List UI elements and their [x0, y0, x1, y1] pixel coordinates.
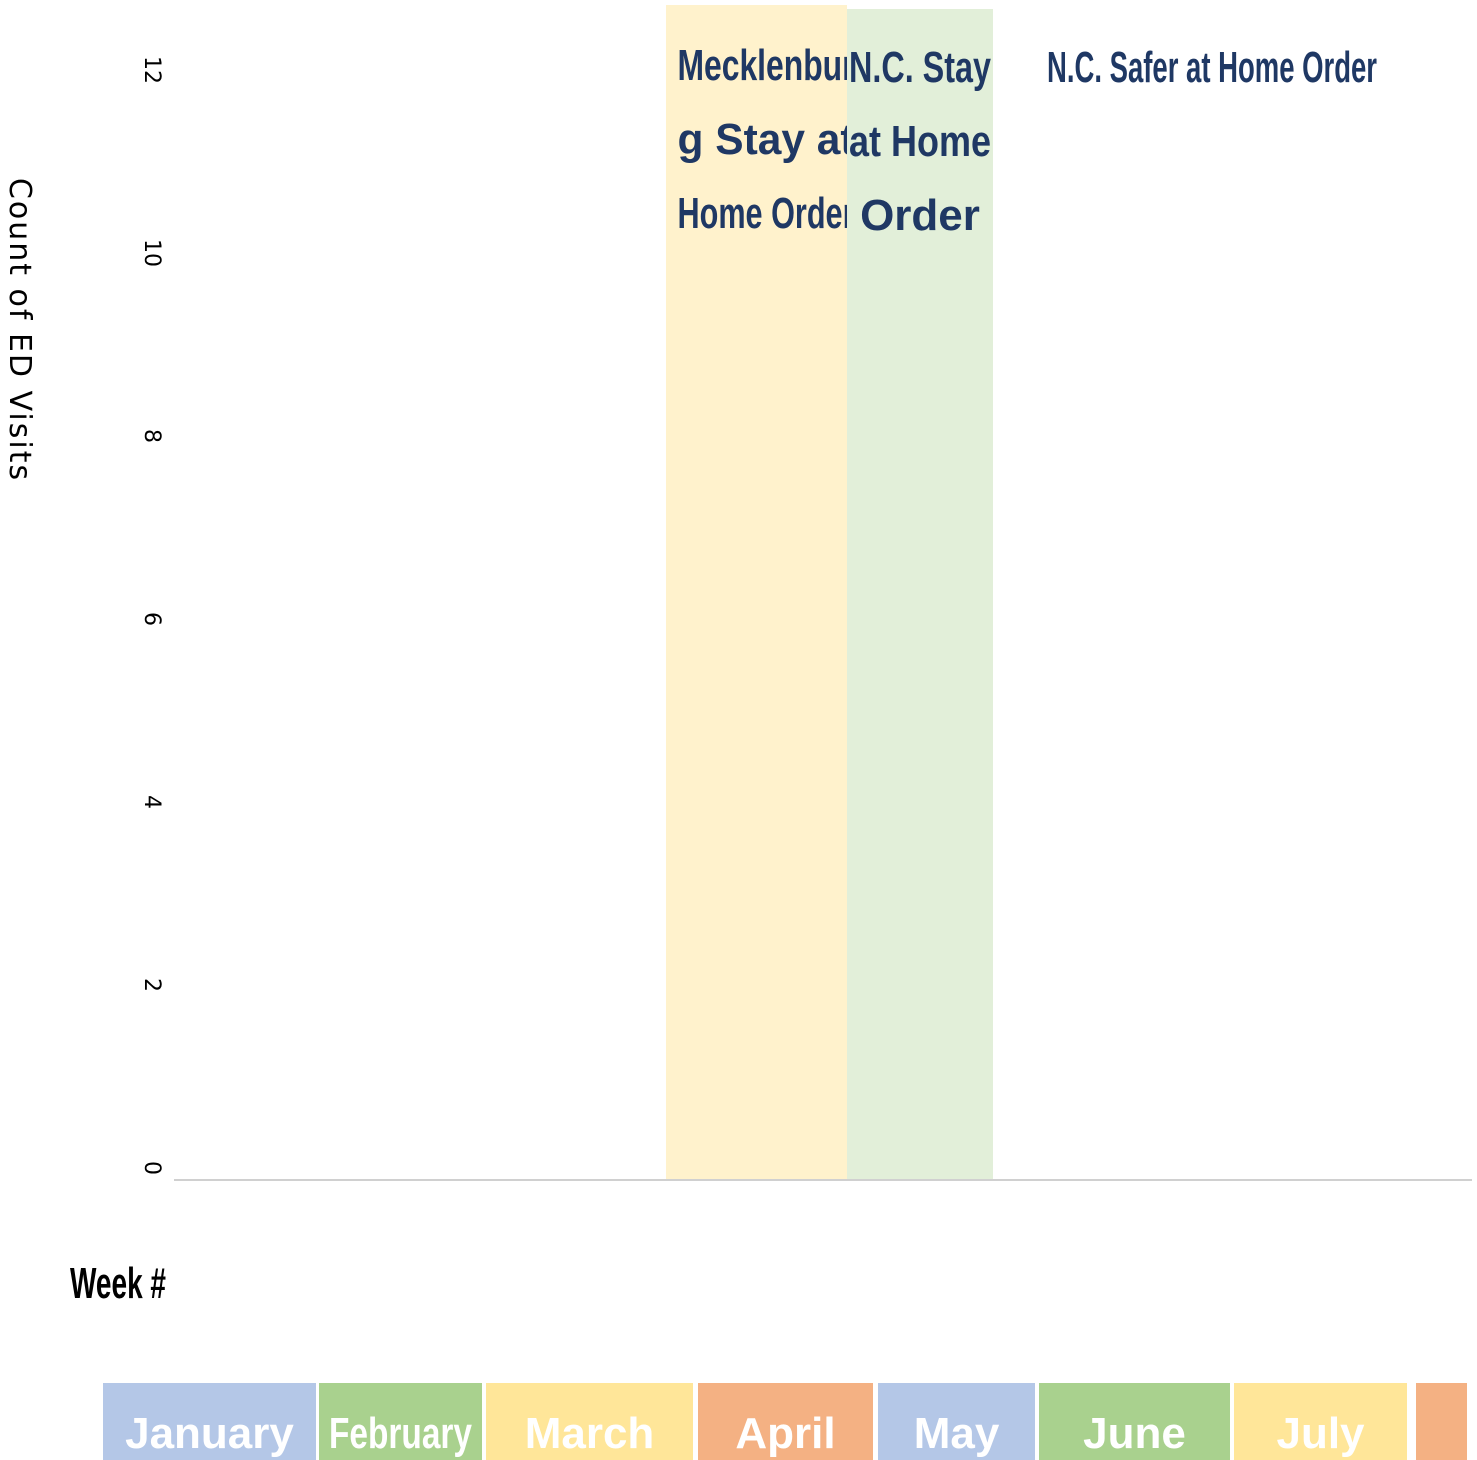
month-cell: February	[319, 1383, 482, 1460]
y-axis-ticks: 0 2 4 6 8 10 12	[139, 56, 164, 1175]
y-tick-label: 8	[139, 429, 164, 443]
order-band-label: at Home	[849, 117, 991, 166]
month-label: July	[1276, 1409, 1365, 1458]
month-block	[878, 1383, 1035, 1460]
order-band-label: g Stay at	[678, 115, 855, 164]
month-label: February	[329, 1409, 472, 1458]
month-block	[103, 1383, 316, 1460]
month-strip: January February March April May June July	[103, 1383, 1467, 1460]
y-tick-label: 12	[139, 56, 164, 84]
month-block	[698, 1383, 873, 1460]
y-tick-label: 10	[139, 239, 164, 267]
month-label: March	[525, 1409, 655, 1458]
month-block	[1234, 1383, 1407, 1460]
y-tick-label: 4	[139, 795, 164, 809]
month-block	[319, 1383, 482, 1460]
month-block	[486, 1383, 693, 1460]
order-band-label: N.C. Stay	[849, 43, 991, 92]
month-cell: March	[486, 1383, 693, 1460]
order-band-label: Order	[860, 191, 980, 240]
y-axis-title: Count of ED Visits	[2, 178, 37, 482]
order-band-label: Home Order	[678, 189, 855, 238]
month-block	[1039, 1383, 1230, 1460]
order-band: N.C. Stay at Home Order	[847, 9, 993, 1180]
month-cell: July	[1234, 1383, 1407, 1460]
order-band: Mecklenbur g Stay at Home Order	[666, 5, 855, 1180]
month-cell: January	[103, 1383, 316, 1460]
y-tick-label: 6	[139, 612, 164, 626]
month-label: May	[914, 1409, 1000, 1458]
month-label: January	[125, 1409, 294, 1458]
order-band: N.C. Safer at Home Order	[1047, 43, 1377, 92]
order-band-label: N.C. Safer at Home Order	[1047, 43, 1377, 92]
order-band-label: Mecklenbur	[678, 41, 855, 90]
x-axis-title: Week #	[70, 1259, 166, 1308]
y-tick-label: 0	[139, 1161, 164, 1175]
month-cell: June	[1039, 1383, 1230, 1460]
order-band-shade	[666, 5, 847, 1180]
order-bands: Mecklenbur g Stay at Home Order N.C. Stay at…	[666, 5, 1377, 1180]
month-cell	[1416, 1383, 1467, 1460]
y-tick-label: 2	[139, 978, 164, 992]
month-cell: May	[878, 1383, 1035, 1460]
month-label: June	[1083, 1409, 1186, 1458]
month-block	[1416, 1383, 1467, 1460]
month-cell: April	[698, 1383, 873, 1460]
month-label: April	[735, 1409, 835, 1458]
order-band-shade	[847, 9, 993, 1180]
